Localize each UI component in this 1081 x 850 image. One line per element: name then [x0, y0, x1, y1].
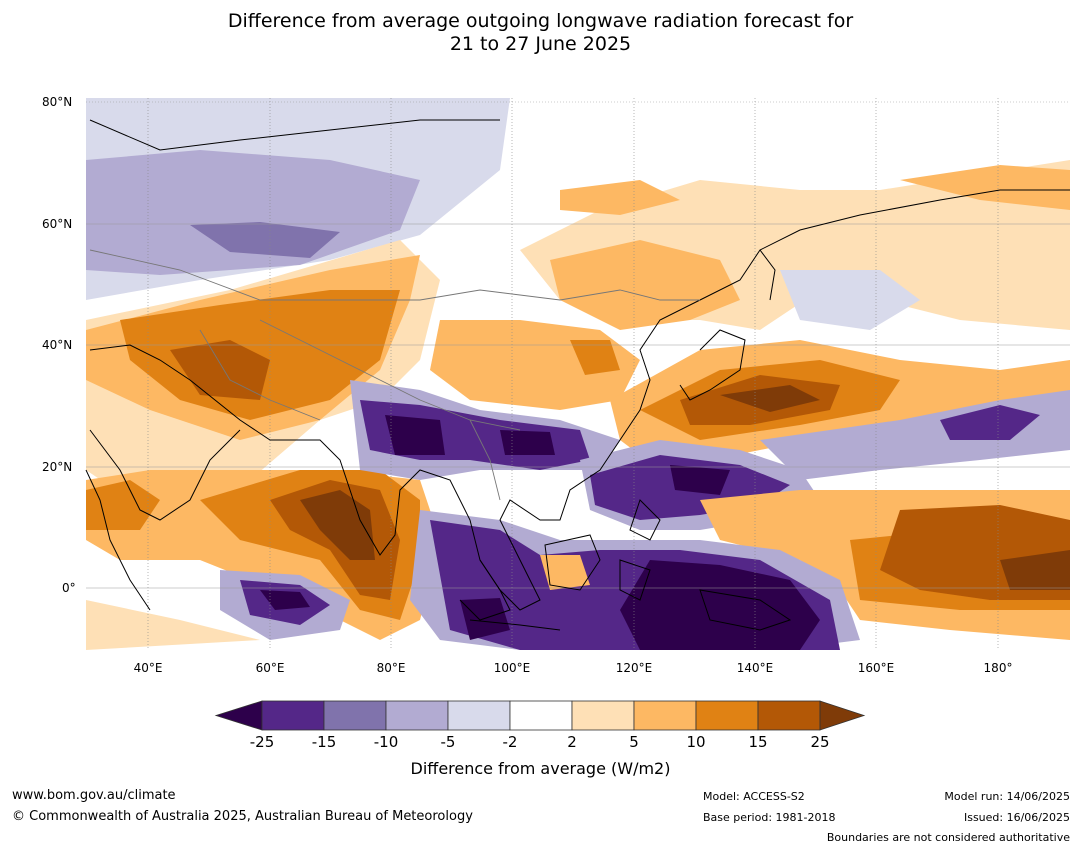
colorbar-extend-low	[214, 700, 263, 731]
colorbar-extend-high	[819, 700, 866, 731]
colorbar-segment	[757, 700, 821, 731]
latitude-lines	[86, 101, 1070, 589]
graticule	[147, 98, 999, 650]
colorbar-tick: 15	[748, 733, 768, 751]
anomaly-region-tropical-pacific-positive-4	[1000, 550, 1070, 590]
anomaly-region-siberia-positive	[560, 180, 680, 215]
anomaly-region-japan-pacific-positive-4	[720, 385, 820, 412]
copyright-notice: © Commonwealth of Australia 2025, Austra…	[12, 809, 473, 824]
lat-label-40n: 40°N	[42, 338, 73, 352]
lat-label-80n: 80°N	[42, 95, 73, 109]
title-line-2: 21 to 27 June 2025	[449, 33, 632, 55]
colorbar-tick: 10	[686, 733, 706, 751]
lon-label-160e: 160°E	[857, 661, 895, 675]
anomaly-region-bay-of-bengal-negative-4	[500, 430, 555, 455]
lat-label-60n: 60°N	[42, 217, 73, 231]
colorbar-segment	[447, 700, 511, 731]
colorbar-tick: 2	[567, 733, 577, 751]
lon-label-140e: 140°E	[736, 661, 774, 675]
anomaly-region-china-positive-2	[570, 340, 620, 375]
colorbar-segment	[509, 700, 573, 731]
anomaly-region-north-negative-2	[86, 150, 420, 275]
anomaly-region-java-negative	[460, 598, 510, 640]
country-borders	[89, 249, 700, 501]
title-line-1: Difference from average outgoing longwav…	[227, 10, 854, 32]
colorbar-segment	[571, 700, 635, 731]
issued-date: Issued: 16/06/2025	[963, 811, 1070, 824]
colorbar-segment	[633, 700, 697, 731]
colorbar-segment	[385, 700, 449, 731]
anomaly-region-mongolia-positive-2	[550, 240, 740, 330]
lat-label-20n: 20°N	[42, 460, 73, 474]
model-run-date: Model run: 14/06/2025	[944, 790, 1070, 803]
anomaly-region-central-asia-positive-4	[170, 340, 270, 400]
colorbar-segment	[695, 700, 759, 731]
anomaly-region-west-io-positive	[86, 600, 260, 650]
base-period: Base period: 1981-2018	[703, 811, 836, 824]
lon-label-120e: 120°E	[615, 661, 653, 675]
colorbar-label: Difference from average (W/m2)	[410, 759, 671, 778]
lon-label-60e: 60°E	[255, 661, 285, 675]
anomaly-region-central-pacific-negative-2	[940, 405, 1040, 440]
lon-label-40e: 40°E	[133, 661, 163, 675]
chart-title: Difference from average outgoing longwav…	[0, 10, 1081, 56]
anomaly-region-bay-of-bengal-negative-3	[385, 415, 445, 455]
map-field	[86, 98, 1070, 650]
colorbar-segment	[261, 700, 325, 731]
colorbar-tick: -25	[249, 733, 275, 751]
lat-label-equator: 0°	[62, 581, 76, 595]
anomaly-region-borneo-positive	[540, 555, 590, 590]
anomaly-region-north-negative-3	[190, 222, 340, 258]
colorbar-tick: -5	[440, 733, 456, 751]
lon-label-180: 180°	[983, 661, 1013, 675]
lon-label-100e: 100°E	[493, 661, 531, 675]
colorbar-tick: -15	[311, 733, 337, 751]
colorbar-tick: 5	[629, 733, 639, 751]
colorbar	[214, 700, 866, 731]
colorbar-segment	[323, 700, 387, 731]
colorbar-tick: 25	[810, 733, 830, 751]
website-link[interactable]: www.bom.gov.au/climate	[12, 788, 176, 803]
colorbar-tick: -10	[373, 733, 399, 751]
anomaly-region-western-pacific-negative-3	[670, 465, 730, 495]
colorbar-tick: -2	[502, 733, 518, 751]
coastlines	[85, 119, 1070, 631]
anomaly-region-arctic-positive	[900, 165, 1070, 210]
anomaly-region-south-io-negative-3	[260, 590, 310, 610]
anomaly-region-maritime-continent-negative-3	[620, 560, 820, 650]
model-name: Model: ACCESS-S2	[703, 790, 805, 803]
lon-label-80e: 80°E	[376, 661, 406, 675]
anomaly-region-north-pacific-negative	[780, 270, 920, 330]
boundaries-disclaimer: Boundaries are not considered authoritat…	[826, 831, 1070, 844]
